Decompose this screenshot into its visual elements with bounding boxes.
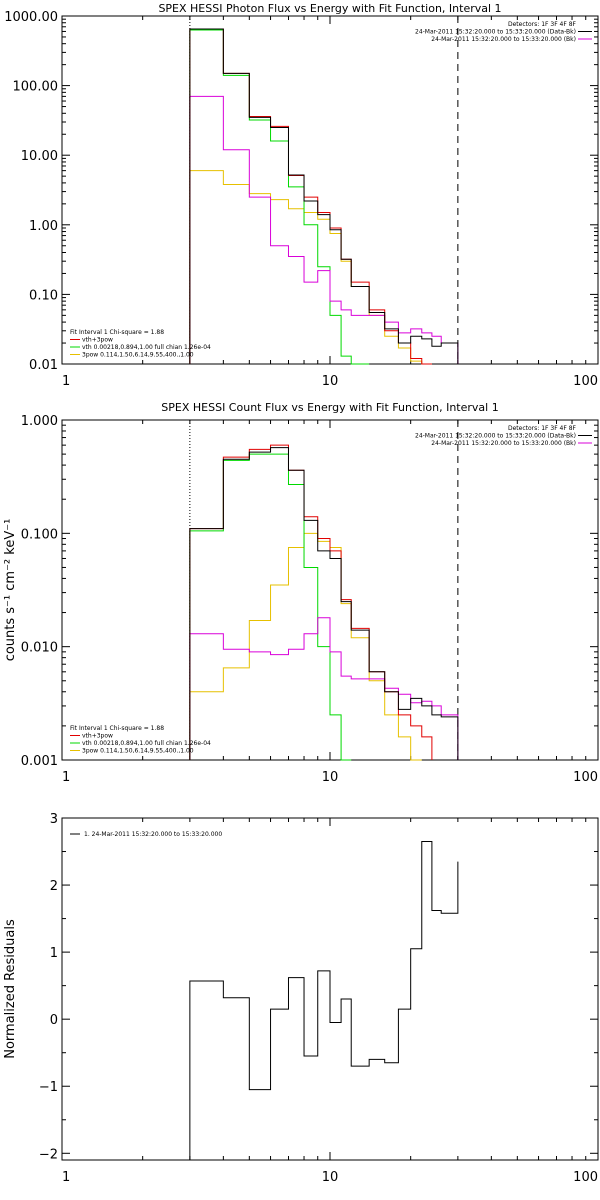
y-axis-label: counts s⁻¹ cm⁻² keV⁻¹ xyxy=(3,519,18,662)
y-tick-label: 10.00 xyxy=(21,149,58,164)
y-tick-label: −2 xyxy=(39,1147,58,1162)
legend-entry: vth 0.00218,0.894,1.00 full chian 1.26e-… xyxy=(82,344,211,351)
legend-entry: 1. 24-Mar-2011 15:32:20.000 to 15:33:20.… xyxy=(84,831,222,838)
y-tick-label: 2 xyxy=(50,879,58,894)
legend-entry: 24-Mar-2011 15:32:20.000 to 15:33:20.000… xyxy=(431,440,576,447)
x-tick-label: 10 xyxy=(322,1170,339,1185)
y-axis-label: Normalized Residuals xyxy=(3,919,18,1059)
series-bk-line xyxy=(189,95,459,364)
legend-entry: 24-Mar-2011 15:32:20.000 to 15:33:20.000… xyxy=(431,36,576,43)
y-tick-label: 1 xyxy=(50,946,58,961)
legend-entry: 3pow 0.114,1.50,6.14,9.55,400.,1.00 xyxy=(82,352,194,359)
count-flux-panel: SPEX HESSI Count Flux vs Energy with Fit… xyxy=(3,401,599,785)
series-resid-line xyxy=(189,840,459,1160)
y-tick-label: 1.000 xyxy=(21,414,58,429)
chart-title: SPEX HESSI Photon Flux vs Energy with Fi… xyxy=(158,2,501,15)
x-tick-label: 100 xyxy=(573,770,598,785)
x-tick-label: 1 xyxy=(62,374,70,389)
series-total-line xyxy=(189,28,432,365)
legend-entry: 3pow 0.114,1.50,6.14,9.55,400.,1.00 xyxy=(82,748,194,755)
x-tick-label: 10 xyxy=(322,770,339,785)
y-tick-label: 0 xyxy=(50,1013,58,1028)
x-tick-label: 100 xyxy=(573,1170,598,1185)
series-vth-line xyxy=(189,29,370,365)
x-tick-label: 100 xyxy=(573,374,598,389)
x-tick-label: 1 xyxy=(62,1170,70,1185)
y-tick-label: 1.00 xyxy=(29,219,58,234)
y-tick-label: −1 xyxy=(39,1080,58,1095)
legend-entry: 24-Mar-2011 15:32:20.000 to 15:33:20.000… xyxy=(415,433,576,440)
chart-title: SPEX HESSI Count Flux vs Energy with Fit… xyxy=(161,401,498,414)
y-tick-label: 100.00 xyxy=(13,80,59,95)
series-data-line xyxy=(189,28,459,364)
legend-entry: vth+3pow xyxy=(82,733,113,740)
y-tick-label: 0.010 xyxy=(21,641,58,656)
y-tick-label: 0.100 xyxy=(21,527,58,542)
y-tick-label: 1000.00 xyxy=(4,10,58,25)
y-tick-label: 3 xyxy=(50,812,58,827)
series-bk-line xyxy=(189,617,459,760)
legend-entry: 24-Mar-2011 15:32:20.000 to 15:33:20.000… xyxy=(415,29,576,36)
y-tick-label: 0.001 xyxy=(21,754,58,769)
y-tick-label: 0.01 xyxy=(29,358,58,373)
legend-entry: Fit Interval 1 Chi-square = 1.88 xyxy=(70,329,164,336)
series-pow-line xyxy=(189,170,432,365)
x-tick-label: 1 xyxy=(62,770,70,785)
series-total-line xyxy=(189,444,433,760)
series-data-line xyxy=(189,447,459,760)
legend-entry: Fit Interval 1 Chi-square = 1.88 xyxy=(70,725,164,732)
y-tick-label: 0.10 xyxy=(29,288,58,303)
photon-flux-panel: SPEX HESSI Photon Flux vs Energy with Fi… xyxy=(4,2,599,389)
legend-entry: Detectors: 1F 3F 4F 8F xyxy=(508,425,577,432)
legend-entry: Detectors: 1F 3F 4F 8F xyxy=(508,21,577,28)
legend-entry: vth 0.00218,0.894,1.00 full chian 1.26e-… xyxy=(82,740,211,747)
legend-entry: vth+3pow xyxy=(82,337,113,344)
x-tick-label: 10 xyxy=(322,374,339,389)
